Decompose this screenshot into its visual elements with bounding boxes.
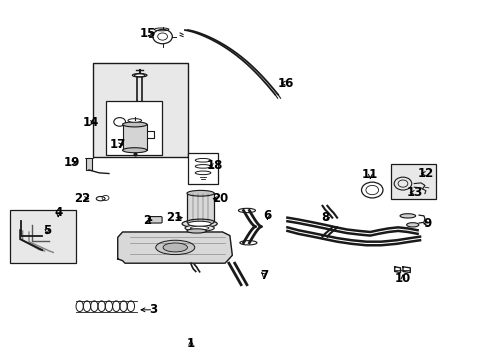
Ellipse shape [128,119,142,122]
Text: 21: 21 [165,211,182,224]
Ellipse shape [190,226,208,230]
Bar [86,158,92,170]
FancyBboxPatch shape [149,217,162,223]
Text: 5: 5 [43,224,51,237]
Ellipse shape [186,229,206,233]
Text: 1: 1 [186,337,195,350]
Bar [186,193,214,222]
Text: 3: 3 [149,303,157,316]
Text: 8: 8 [321,211,329,224]
Text: 15: 15 [140,27,156,40]
Text: 17: 17 [109,138,125,151]
Text: 10: 10 [394,273,410,285]
Text: 12: 12 [417,167,433,180]
Text: 16: 16 [277,77,294,90]
Bar [122,125,147,150]
Text: 9: 9 [423,217,431,230]
Ellipse shape [187,221,211,226]
Bar [105,101,161,155]
Text: 20: 20 [212,192,228,205]
Bar [93,63,188,157]
Bar [10,210,76,263]
Ellipse shape [134,74,145,77]
Text: 2: 2 [142,214,151,227]
Text: 18: 18 [206,159,223,172]
Polygon shape [118,232,232,263]
Text: 14: 14 [82,116,99,129]
Text: 7: 7 [260,269,267,282]
Text: 6: 6 [263,210,271,222]
Ellipse shape [156,240,194,255]
Ellipse shape [122,122,147,127]
Ellipse shape [163,243,187,252]
Ellipse shape [186,219,214,225]
Text: 19: 19 [63,156,80,169]
Text: 4: 4 [54,207,62,220]
Ellipse shape [406,223,418,227]
Bar [188,153,217,184]
Text: 13: 13 [406,186,422,199]
Text: 22: 22 [74,192,91,205]
Ellipse shape [184,225,214,231]
Circle shape [114,118,125,126]
Text: 11: 11 [362,168,378,181]
Ellipse shape [399,214,415,218]
Ellipse shape [182,220,217,228]
Bar [390,163,435,199]
Ellipse shape [122,148,147,153]
Ellipse shape [186,190,214,196]
